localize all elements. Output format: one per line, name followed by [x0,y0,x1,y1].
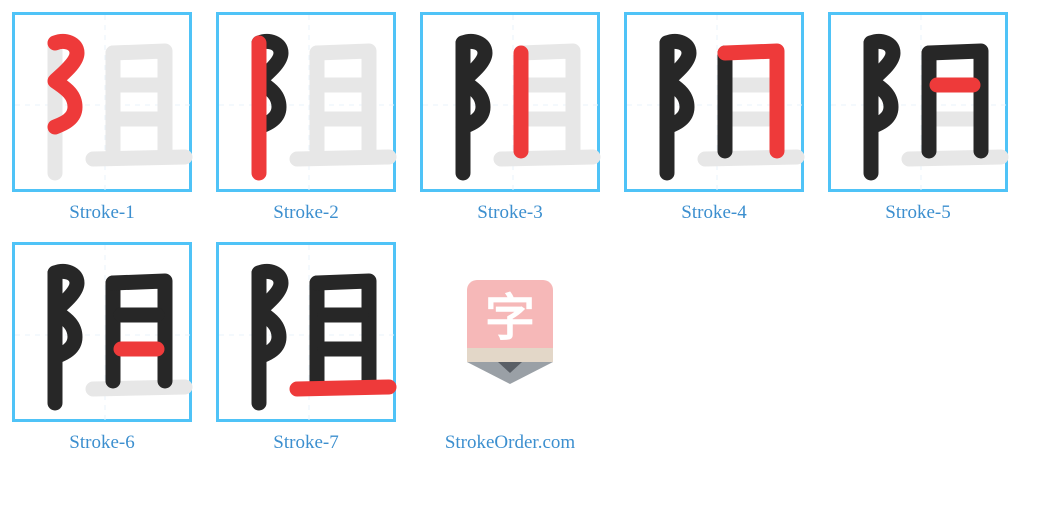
stroke-cell: Stroke-2 [216,12,396,224]
stroke-tile [420,12,600,192]
stroke-tile [12,242,192,422]
stroke-tile [216,12,396,192]
stroke-cell: Stroke-3 [420,12,600,224]
stroke-caption: Stroke-1 [69,202,134,224]
stroke-tile [828,12,1008,192]
stroke-cell: Stroke-1 [12,12,192,224]
brand-text: StrokeOrder.com [445,432,575,454]
stroke-tile [624,12,804,192]
stroke-caption: Stroke-4 [681,202,746,224]
stroke-tile [12,12,192,192]
stroke-caption: Stroke-6 [69,432,134,454]
pencil-glyph: 字 [467,280,553,348]
stroke-caption: Stroke-5 [885,202,950,224]
stroke-cell: Stroke-7 [216,242,396,454]
pencil-icon: 字 [467,280,553,384]
brand-logo-tile: 字 [420,242,600,422]
stroke-caption: Stroke-2 [273,202,338,224]
stroke-cell: Stroke-6 [12,242,192,454]
stroke-caption: Stroke-3 [477,202,542,224]
stroke-grid: Stroke-1 Stroke-2 Stroke-3 Stroke-4 Stroke-5… [12,12,1038,454]
stroke-caption: Stroke-7 [273,432,338,454]
stroke-cell: Stroke-5 [828,12,1008,224]
stroke-cell: Stroke-4 [624,12,804,224]
brand-cell: 字 StrokeOrder.com [420,242,600,454]
stroke-tile [216,242,396,422]
